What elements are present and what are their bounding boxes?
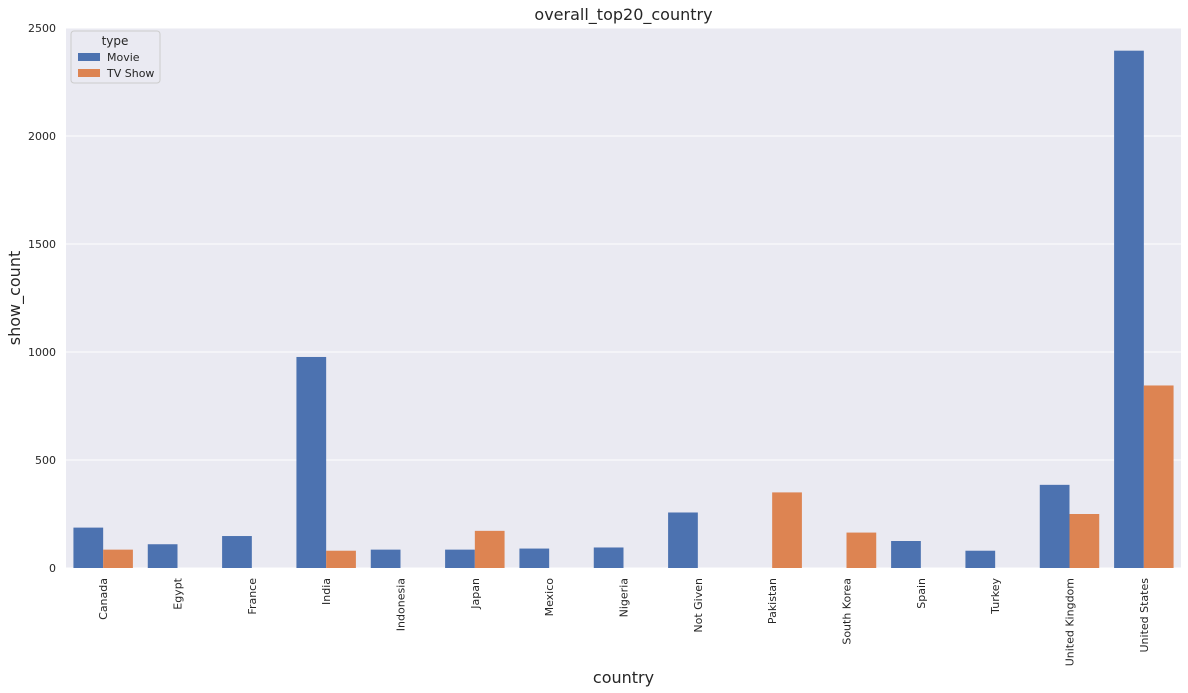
legend-swatch-movie [78,53,100,61]
legend-items: Movie TV Show [78,51,154,80]
bar-tv-show-united-states [1143,385,1174,568]
legend-label-tv-show: TV Show [106,67,154,80]
x-axis-ticks: Canada Egypt France India Indonesia Japan Mexi… [97,577,1151,666]
y-axis-label: show_count [5,251,25,346]
bar-movie-egypt [147,544,178,568]
bar-movie-not-given [668,512,698,568]
bar-tv-show-south-korea [846,532,877,568]
bar-movie-france [222,536,252,568]
bar-movie-canada [73,527,104,568]
y-tick-label: 0 [49,562,56,575]
bar-tv-show-canada [103,549,133,568]
bar-movie-indonesia [370,549,401,568]
x-tick-label: South Korea [841,578,854,645]
x-tick-label: India [320,578,333,605]
bar-tv-show-japan [474,530,505,568]
bar-tv-show-india [326,550,356,568]
x-tick-label: Indonesia [395,578,408,631]
x-tick-label: Nigeria [618,578,631,617]
bar-movie-india [296,356,327,568]
x-tick-label: Japan [469,578,482,610]
x-tick-label: Spain [915,578,928,609]
bar-movie-united-states [1114,50,1144,569]
bars [73,50,1174,569]
chart-title: overall_top20_country [534,5,712,25]
x-axis-label: country [593,668,654,687]
y-tick-label: 2500 [28,22,56,35]
legend-title: type [102,34,129,48]
x-tick-label: Canada [97,578,110,620]
bar-tv-show-united-kingdom [1069,514,1100,568]
legend: type Movie TV Show [70,30,161,84]
bar-movie-united-kingdom [1039,484,1070,568]
bar-movie-japan [445,549,475,568]
y-tick-label: 500 [35,454,56,467]
x-tick-label: United States [1138,578,1151,653]
x-tick-label: Egypt [172,577,185,609]
y-axis-ticks: 0 500 1000 1500 2000 2500 [28,22,56,575]
legend-label-movie: Movie [107,51,140,64]
y-tick-label: 2000 [28,130,56,143]
legend-swatch-tv-show [78,69,100,77]
bar-movie-mexico [519,548,550,568]
x-tick-label: France [246,578,259,615]
bar-movie-turkey [965,550,996,568]
plot-area [66,28,1181,568]
x-tick-label: Turkey [989,578,1002,615]
bar-movie-nigeria [593,547,624,568]
x-tick-label: Pakistan [766,578,779,624]
bar-tv-show-pakistan [772,492,802,568]
x-tick-label: Not Given [692,578,705,633]
y-tick-label: 1000 [28,346,56,359]
x-tick-label: Mexico [543,578,556,617]
bar-movie-spain [891,541,921,568]
x-tick-label: United Kingdom [1064,578,1077,666]
y-tick-label: 1500 [28,238,56,251]
